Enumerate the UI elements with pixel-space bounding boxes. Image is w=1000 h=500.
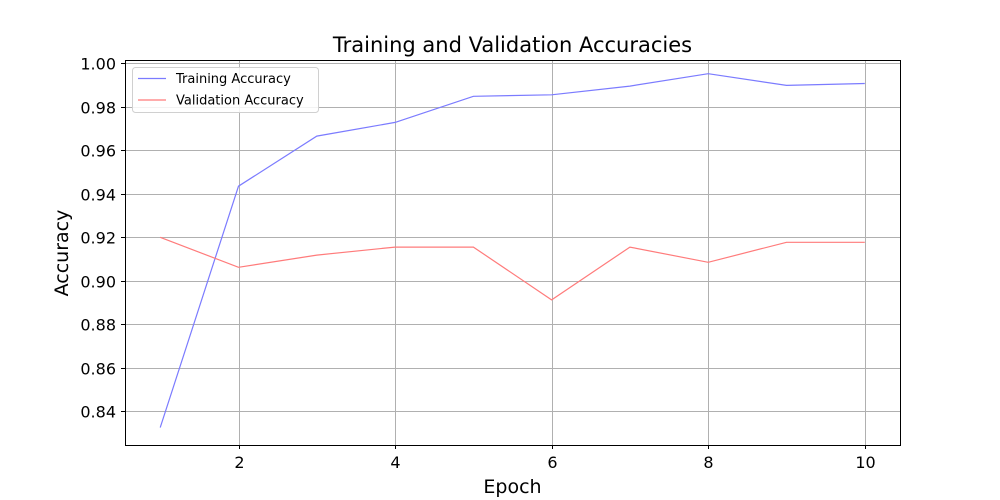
plot-frame <box>125 60 901 446</box>
x-tick-label: 2 <box>234 453 244 472</box>
x-tick-label: 4 <box>390 453 400 472</box>
tick-layer: 2 4 6 8 10 0.84 0.86 0.88 0.90 0.92 0.94 0.96 0.98 1.… <box>80 55 875 473</box>
x-tick-label: 8 <box>703 453 713 472</box>
series-line-training <box>159 73 865 428</box>
y-tick-label: 0.96 <box>80 142 116 161</box>
y-tick-label: 0.84 <box>80 403 116 422</box>
series-layer <box>159 73 865 428</box>
chart-title: Training and Validation Accuracies <box>332 33 692 57</box>
y-tick-label: 0.98 <box>80 99 116 118</box>
y-tick-label: 0.94 <box>80 186 116 205</box>
x-tick-label: 10 <box>855 453 875 472</box>
y-tick-label: 1.00 <box>80 55 116 74</box>
x-tick-label: 6 <box>547 453 557 472</box>
y-tick-label: 0.88 <box>80 316 116 335</box>
legend-label: Validation Accuracy <box>176 94 304 109</box>
y-axis-label: Accuracy <box>51 210 73 297</box>
legend: Training Accuracy Validation Accuracy <box>132 67 319 113</box>
legend-label: Training Accuracy <box>175 72 291 87</box>
series-line-validation <box>159 236 865 301</box>
y-tick-label: 0.90 <box>80 273 116 292</box>
x-axis-label: Epoch <box>483 476 541 498</box>
grid-layer <box>125 60 900 445</box>
y-tick-label: 0.92 <box>80 229 116 248</box>
legend-box <box>132 67 319 113</box>
y-tick-label: 0.86 <box>80 360 116 379</box>
